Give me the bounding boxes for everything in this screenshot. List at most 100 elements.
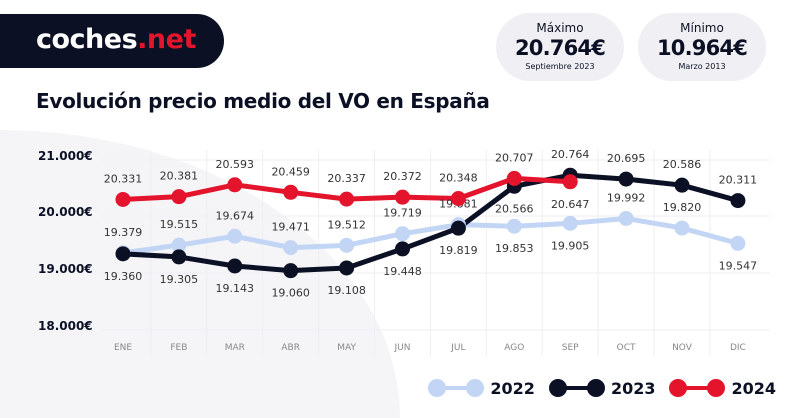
y-tick-label: 21.000€ [38, 149, 93, 163]
data-label-2023: 20.764 [551, 148, 590, 161]
data-point-2022 [227, 228, 243, 244]
data-label-2023: 19.108 [327, 284, 366, 297]
legend-item-2022: 2022 [428, 378, 535, 398]
data-point-2023 [227, 258, 243, 274]
series-line-2022 [122, 215, 739, 256]
max-stat: Máximo 20.764€ Septiembre 2023 [496, 13, 624, 81]
data-point-2023 [171, 249, 187, 265]
coches-net-logo: coches.net [0, 14, 224, 68]
data-point-2023 [674, 177, 690, 193]
data-point-2024 [283, 184, 299, 200]
data-point-2024 [339, 191, 355, 207]
data-point-2022 [395, 226, 410, 242]
data-label-2022: 19.471 [271, 221, 310, 234]
data-label-2023: 20.566 [495, 202, 534, 215]
data-label-2023: 19.305 [160, 273, 199, 286]
data-label-2024: 20.372 [383, 170, 422, 183]
data-point-2023 [339, 260, 355, 276]
min-date: Marzo 2013 [678, 62, 726, 71]
legend-item-2023: 2023 [548, 378, 656, 398]
data-label-2023: 19.819 [439, 244, 478, 257]
y-tick-label: 19.000€ [38, 262, 93, 276]
data-point-2023 [395, 241, 410, 257]
min-value: 10.964€ [656, 36, 748, 60]
x-tick-label: SEP [562, 343, 579, 353]
data-label-2022: 19.512 [327, 218, 366, 231]
x-tick-label: AGO [504, 343, 524, 353]
data-point-2022 [339, 237, 355, 253]
data-point-2022 [562, 215, 578, 231]
data-label-2024: 20.337 [327, 172, 366, 185]
x-tick-label: NOV [672, 343, 693, 353]
data-label-2022: 19.820 [663, 201, 702, 214]
legend-item-2024: 2024 [669, 378, 776, 398]
data-label-2024: 20.707 [495, 151, 534, 164]
data-label-2022: 19.515 [160, 218, 199, 231]
max-value: 20.764€ [514, 36, 606, 60]
y-tick-label: 18.000€ [38, 319, 93, 333]
data-label-2023: 20.695 [607, 152, 646, 165]
legend-swatch [548, 378, 605, 398]
data-point-2022 [171, 237, 187, 253]
data-label-2022: 19.905 [551, 239, 590, 252]
data-label-2024: 20.593 [216, 158, 255, 171]
data-point-2022 [506, 218, 522, 234]
x-tick-label: ENE [114, 343, 132, 353]
x-tick-label: DIC [730, 343, 746, 353]
y-tick-label: 20.000€ [38, 205, 93, 219]
data-point-2022 [618, 210, 634, 226]
data-label-2022: 19.992 [607, 191, 646, 204]
data-point-2022 [674, 220, 690, 236]
x-tick-label: JUL [450, 343, 465, 353]
x-tick-label: FEB [170, 343, 187, 353]
max-label: Máximo [536, 21, 584, 35]
data-label-2024: 20.331 [104, 172, 143, 185]
x-tick-label: OCT [617, 343, 636, 353]
data-point-2024 [506, 170, 522, 186]
data-label-2024: 20.348 [439, 172, 478, 185]
data-point-2024 [450, 191, 466, 207]
min-label: Mínimo [680, 21, 724, 35]
data-point-2024 [395, 189, 410, 205]
data-label-2024: 20.459 [271, 165, 310, 178]
max-date: Septiembre 2023 [525, 62, 595, 71]
data-label-2022: 19.379 [104, 226, 143, 239]
data-label-2023: 19.143 [216, 282, 255, 295]
chart-title: Evolución precio medio del VO en España [36, 89, 490, 113]
data-point-2022 [283, 240, 299, 256]
data-label-2023: 20.586 [663, 158, 702, 171]
data-label-2023: 19.448 [383, 265, 422, 278]
legend-swatch [428, 378, 485, 398]
data-point-2023 [730, 193, 746, 209]
x-tick-label: JUN [394, 343, 411, 353]
data-label-2023: 19.360 [104, 270, 143, 283]
data-label-2023: 19.060 [271, 287, 310, 300]
legend: 2022 2023 2024 [414, 376, 776, 400]
data-point-2023 [618, 171, 634, 187]
data-point-2024 [227, 177, 243, 193]
legend-swatch [669, 378, 726, 398]
legend-label: 2024 [731, 378, 776, 398]
x-tick-label: MAR [225, 343, 245, 353]
data-point-2024 [115, 191, 131, 207]
data-point-2024 [562, 174, 578, 190]
data-point-2022 [730, 235, 746, 251]
legend-label: 2023 [610, 378, 656, 398]
series-line-2023 [122, 172, 739, 274]
data-label-2023: 20.311 [719, 174, 758, 187]
data-point-2023 [283, 263, 299, 279]
legend-label: 2022 [490, 378, 535, 398]
data-label-2022: 19.674 [216, 209, 255, 222]
x-tick-label: ABR [281, 343, 300, 353]
min-stat: Mínimo 10.964€ Marzo 2013 [638, 13, 766, 81]
data-label-2022: 19.719 [383, 207, 422, 220]
data-point-2023 [115, 246, 131, 262]
data-point-2024 [171, 189, 187, 205]
x-tick-label: MAY [337, 343, 356, 353]
data-label-2022: 19.853 [495, 242, 534, 255]
data-point-2023 [450, 220, 466, 236]
data-label-2022: 19.547 [719, 259, 758, 272]
data-label-2024: 20.647 [551, 198, 590, 211]
data-label-2024: 20.381 [160, 170, 199, 183]
